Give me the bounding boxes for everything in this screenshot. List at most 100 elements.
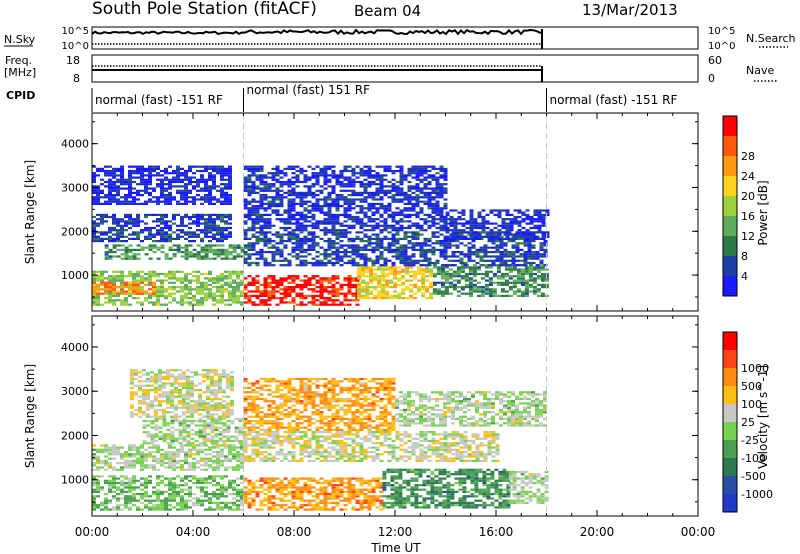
range-cell: [279, 172, 284, 175]
range-cell: [517, 209, 522, 212]
range-cell: [487, 264, 492, 267]
range-cell: [156, 490, 160, 493]
range-cell: [327, 240, 332, 243]
range-cell: [507, 240, 512, 243]
range-cell: [444, 272, 449, 276]
range-cell: [116, 294, 120, 297]
range-cell: [156, 213, 160, 216]
range-cell: [335, 235, 340, 238]
range-cell: [148, 499, 152, 502]
range-cell: [499, 240, 504, 243]
range-cell: [148, 272, 152, 276]
range-cell: [528, 264, 533, 267]
range-cell: [212, 294, 216, 297]
range-cell: [511, 253, 516, 256]
range-tick-label: 3000: [61, 181, 89, 194]
range-cell: [180, 466, 184, 469]
range-cell: [128, 194, 132, 197]
range-cell: [228, 270, 232, 273]
range-cell: [212, 475, 216, 478]
range-cell: [443, 187, 448, 190]
range-cell: [267, 237, 272, 240]
range-cell: [359, 172, 364, 175]
range-cell: [100, 275, 104, 278]
range-cell: [192, 235, 196, 238]
range-cell: [335, 233, 340, 236]
colorbar-tick-label: 24: [741, 170, 755, 183]
range-cell: [140, 194, 144, 197]
range-cell: [315, 178, 320, 181]
range-cell: [240, 283, 244, 286]
range-cell: [132, 275, 136, 278]
range-cell: [540, 279, 545, 282]
range-cell: [295, 264, 300, 267]
range-cell: [158, 426, 163, 429]
range-cell: [188, 486, 192, 489]
range-cell: [496, 281, 501, 284]
range-cell: [196, 220, 200, 223]
range-cell: [275, 196, 280, 199]
range-cell: [403, 226, 408, 230]
range-cell: [369, 266, 374, 269]
range-cell: [391, 251, 396, 254]
range-cell: [212, 279, 216, 282]
range-cell: [519, 253, 524, 256]
range-cell: [361, 290, 366, 293]
range-cell: [116, 185, 120, 188]
range-cell: [156, 294, 160, 297]
range-cell: [92, 281, 96, 284]
range-cell: [208, 246, 213, 249]
range-cell: [343, 261, 348, 265]
range-cell: [259, 189, 264, 192]
range-cell: [299, 303, 304, 306]
range-cell: [383, 235, 388, 238]
range-cell: [224, 290, 228, 293]
range-cell: [164, 484, 168, 487]
range-cell: [323, 213, 328, 216]
range-cell: [188, 462, 192, 465]
range-cell: [192, 198, 196, 201]
range-cell: [124, 497, 128, 500]
range-cell: [236, 506, 240, 509]
range-cell: [423, 244, 428, 247]
range-cell: [240, 290, 244, 293]
range-cell: [200, 198, 204, 201]
range-cell: [140, 180, 144, 184]
range-cell: [216, 165, 220, 168]
range-cell: [343, 211, 348, 214]
range-cell: [291, 207, 296, 210]
range-cell: [230, 439, 235, 443]
range-cell: [371, 251, 376, 254]
range-cell: [507, 259, 512, 262]
range-cell: [492, 290, 497, 293]
range-cell: [391, 213, 396, 216]
range-cell: [228, 235, 232, 238]
range-cell: [180, 270, 184, 273]
range-cell: [196, 462, 200, 465]
range-cell: [220, 178, 224, 181]
range-cell: [468, 277, 473, 280]
range-cell: [180, 504, 184, 507]
range-cell: [439, 165, 444, 168]
range-cell: [295, 202, 300, 205]
range-cell: [152, 466, 156, 469]
range-cell: [243, 205, 248, 208]
range-cell: [387, 180, 392, 184]
range-cell: [335, 242, 340, 245]
range-cell: [303, 180, 308, 184]
range-cell: [415, 178, 420, 181]
range-cell: [379, 196, 384, 199]
range-cell: [445, 213, 450, 216]
range-cell: [411, 207, 416, 210]
range-cell: [112, 468, 116, 471]
range-cell: [247, 178, 252, 181]
range-cell: [255, 286, 260, 289]
range-cell: [212, 213, 216, 216]
range-cell: [152, 270, 156, 273]
range-cell: [238, 433, 243, 436]
range-cell: [508, 266, 513, 269]
range-cell: [220, 167, 224, 170]
range-cell: [431, 202, 436, 205]
range-cell: [369, 292, 374, 295]
